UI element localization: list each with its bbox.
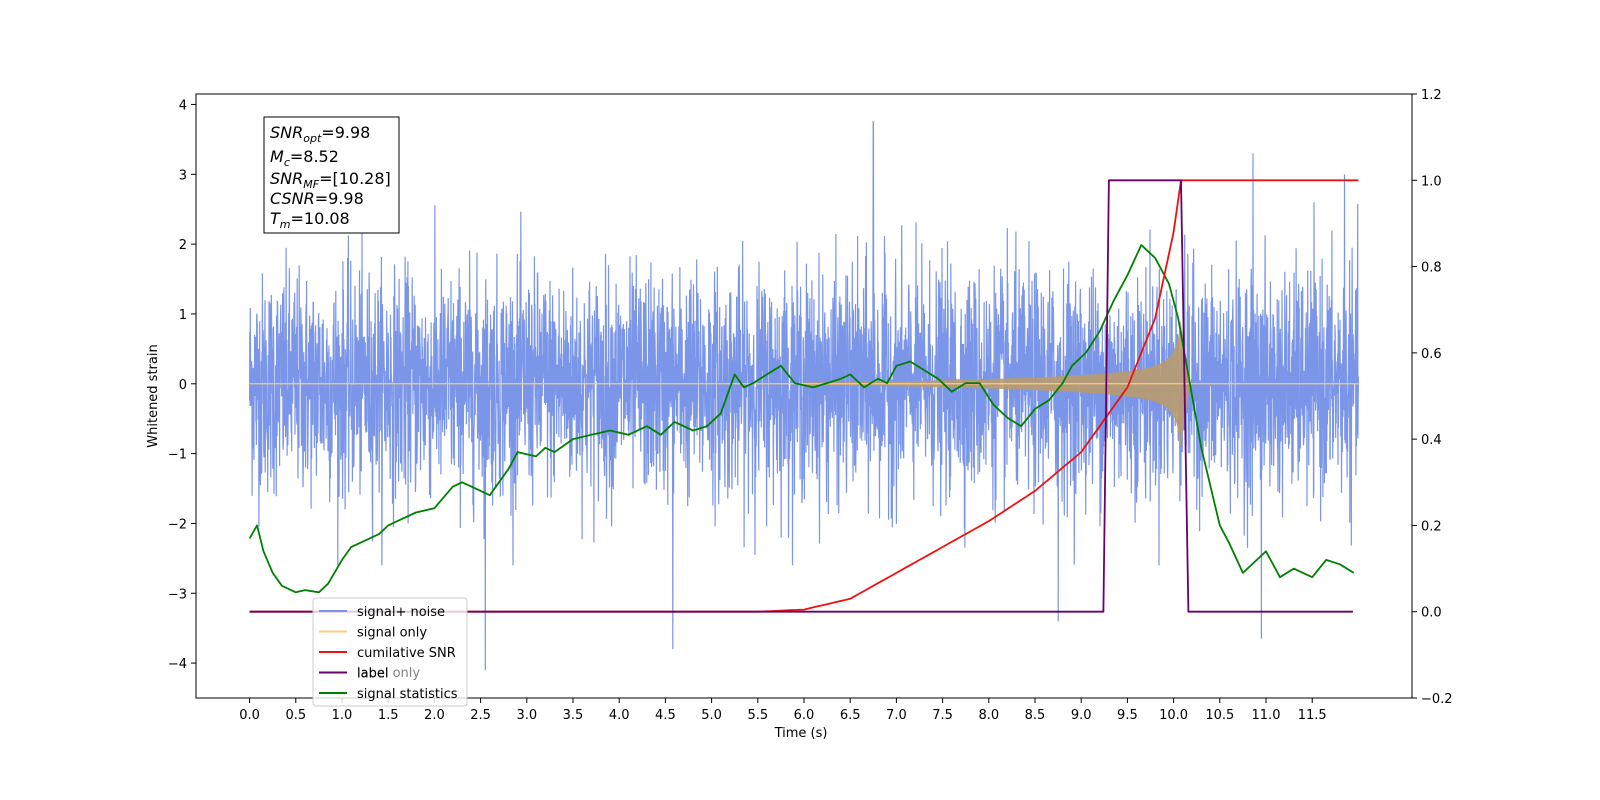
y2-tick-label: 0.4 xyxy=(1421,433,1442,448)
x-tick-label: 8.0 xyxy=(978,708,999,723)
x-tick-label: 6.5 xyxy=(840,708,861,723)
x-tick-label: 10.5 xyxy=(1205,708,1234,723)
legend-label: label xyxy=(357,667,388,682)
x-axis-ticks: 0.0 0.5 1.0 1.5 2.0 2.5 3.0 3.5 4.0 4.5 5.0 5.5 6.0 6… xyxy=(239,698,1327,723)
signal-plus-noise-series xyxy=(249,121,1359,671)
info-mc: Mc=8.52 xyxy=(270,147,339,169)
y-tick-label: −4 xyxy=(168,657,187,672)
y2-tick-label: 0.0 xyxy=(1421,606,1442,621)
y2-tick-label: 0.8 xyxy=(1421,261,1442,276)
y-tick-label: 3 xyxy=(179,168,187,183)
y-tick-label: −1 xyxy=(168,448,187,463)
y2-tick-label: 0.6 xyxy=(1421,347,1442,362)
x-tick-label: 3.0 xyxy=(516,708,537,723)
info-snr-mf: SNRMF=[10.28] xyxy=(270,169,391,191)
x-tick-label: 1.0 xyxy=(332,708,353,723)
x-tick-label: 7.0 xyxy=(886,708,907,723)
info-csnr: CSNR=9.98 xyxy=(270,189,364,208)
y-tick-label: −3 xyxy=(168,587,187,602)
legend-label: cumilative SNR xyxy=(357,646,456,661)
y2-tick-label: 1.0 xyxy=(1421,174,1442,189)
signal-statistics-line xyxy=(248,244,1355,594)
y2-tick-label: 0.2 xyxy=(1421,519,1442,534)
legend-label: signal only xyxy=(357,626,427,641)
x-tick-label: 6.0 xyxy=(794,708,815,723)
y-tick-label: 1 xyxy=(179,308,187,323)
x-tick-label: 2.0 xyxy=(424,708,445,723)
x-tick-label: 7.5 xyxy=(932,708,953,723)
y2-tick-label: 1.2 xyxy=(1421,88,1442,103)
legend: label only signal+ noise signal only cumil… xyxy=(312,597,468,707)
x-tick-label: 11.0 xyxy=(1252,708,1281,723)
info-tm: Tm=10.08 xyxy=(270,209,350,231)
right-axis-series xyxy=(248,179,1359,613)
x-tick-label: 4.0 xyxy=(609,708,630,723)
y-tick-label: 4 xyxy=(179,98,187,113)
y-tick-label: −2 xyxy=(168,517,187,532)
x-tick-label: 10.0 xyxy=(1159,708,1188,723)
x-tick-label: 1.5 xyxy=(378,708,399,723)
x-tick-label: 8.5 xyxy=(1025,708,1046,723)
legend-hidden-entry: label only xyxy=(357,666,420,681)
x-tick-label: 3.5 xyxy=(563,708,584,723)
label-line xyxy=(249,179,1353,613)
x-tick-label: 9.5 xyxy=(1117,708,1138,723)
x-tick-label: 5.0 xyxy=(701,708,722,723)
x-tick-label: 11.5 xyxy=(1298,708,1327,723)
y-axis-label: Whitened strain xyxy=(146,344,161,447)
legend-label: signal statistics xyxy=(357,687,458,702)
cumulative-snr-line xyxy=(249,179,1359,613)
y2-axis-ticks: 1.2 1.0 0.8 0.6 0.4 0.2 0.0 −0.2 xyxy=(1412,88,1453,707)
x-tick-label: 9.0 xyxy=(1071,708,1092,723)
info-box: SNRopt=9.98 Mc=8.52 SNRMF=[10.28] CSNR=9… xyxy=(263,116,400,234)
legend-label: signal+ noise xyxy=(357,605,445,620)
x-axis-label: Time (s) xyxy=(774,726,828,741)
x-tick-label: 2.5 xyxy=(470,708,491,723)
x-tick-label: 5.5 xyxy=(747,708,768,723)
signal-plus-noise-line xyxy=(249,121,1359,671)
x-tick-label: 0.0 xyxy=(239,708,260,723)
x-tick-label: 4.5 xyxy=(655,708,676,723)
y-tick-label: 0 xyxy=(179,378,187,393)
info-snr-opt: SNRopt=9.98 xyxy=(270,123,370,145)
x-tick-label: 0.5 xyxy=(285,708,306,723)
y2-tick-label: −0.2 xyxy=(1421,692,1453,707)
signal-only-series xyxy=(249,319,1359,448)
y-axis-ticks: 4 3 2 1 0 −1 −2 −3 −4 xyxy=(168,98,196,672)
y-tick-label: 2 xyxy=(179,238,187,253)
